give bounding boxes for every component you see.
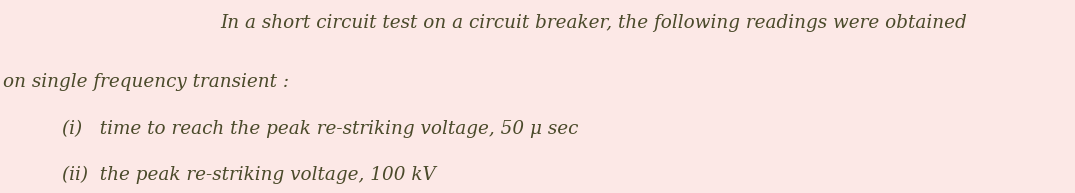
- Text: on single frequency transient :: on single frequency transient :: [3, 73, 289, 91]
- Text: (ii)  the peak re-striking voltage, 100 kV: (ii) the peak re-striking voltage, 100 k…: [62, 166, 436, 184]
- Text: (i)   time to reach the peak re-striking voltage, 50 μ sec: (i) time to reach the peak re-striking v…: [62, 120, 578, 138]
- Text: In a short circuit test on a circuit breaker, the following readings were obtain: In a short circuit test on a circuit bre…: [220, 14, 968, 31]
